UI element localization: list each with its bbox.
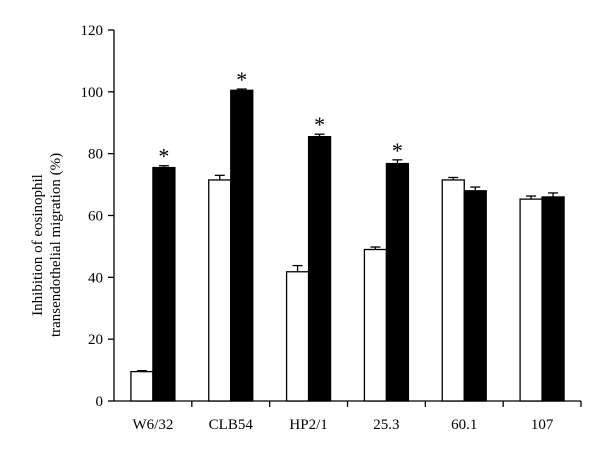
y-tick-label: 120 xyxy=(81,23,104,39)
significance-marker: * xyxy=(236,67,247,92)
bar xyxy=(208,179,232,402)
significance-marker: * xyxy=(314,112,325,137)
x-tick-label: 25.3 xyxy=(373,417,399,433)
bar xyxy=(285,271,310,402)
y-tick-label: 60 xyxy=(88,209,103,225)
bar xyxy=(152,166,176,402)
bar xyxy=(385,162,410,402)
bar xyxy=(230,89,254,402)
bar xyxy=(441,179,465,402)
x-tick-label: CLB54 xyxy=(209,417,254,433)
y-tick-label: 40 xyxy=(88,270,103,286)
y-tick-label: 80 xyxy=(88,147,103,163)
bar xyxy=(519,198,543,402)
x-tick-label: HP2/1 xyxy=(289,417,327,433)
bar xyxy=(130,370,154,402)
plot-area: 0 20 40 60 80 100 120 W6/32 * CLB54 * HP2/1 * 25.3 * 60… xyxy=(81,23,582,433)
y-axis-title-line-1: Inhibition of eosinophil xyxy=(30,174,46,316)
x-tick-label: 107 xyxy=(531,417,554,433)
y-tick-label: 0 xyxy=(96,394,104,410)
x-tick-label: 60.1 xyxy=(451,417,477,433)
y-tick-label: 20 xyxy=(88,332,103,348)
x-tick-label: W6/32 xyxy=(133,417,174,433)
bar xyxy=(307,136,332,402)
bar xyxy=(541,196,565,402)
y-axis-title-line-2: transendothelial migration (%) xyxy=(48,153,64,337)
y-axis-title: Inhibition of eosinophil transendothelia… xyxy=(30,153,64,337)
significance-marker: * xyxy=(392,138,403,163)
bar xyxy=(463,190,487,402)
significance-marker: * xyxy=(158,144,169,169)
bar xyxy=(363,248,388,402)
y-tick-label: 100 xyxy=(81,85,104,101)
